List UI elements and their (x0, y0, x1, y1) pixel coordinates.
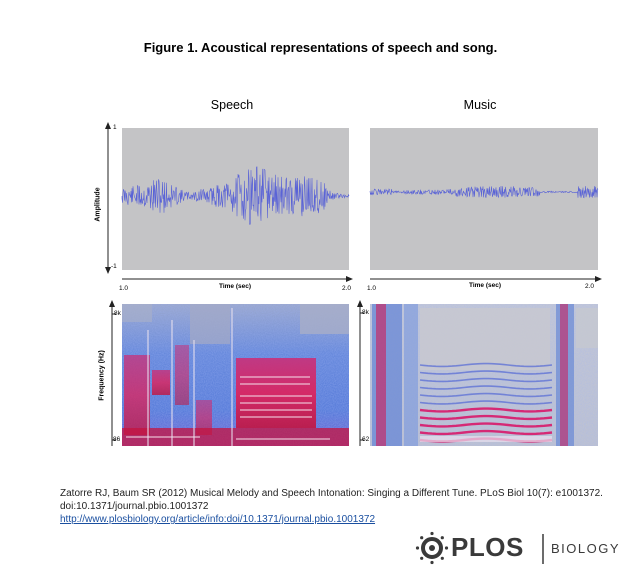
music-spectrogram (357, 300, 598, 446)
citation-doi: doi:10.1371/journal.pbio.1001372 (60, 501, 209, 512)
speech-waveform-panel (105, 122, 353, 282)
speech-panel-title: Speech (210, 98, 254, 112)
music-harmonic-stripe (419, 400, 553, 405)
music-freq-bottom-tick: 62 (362, 436, 370, 443)
music-time-start-tick: 1.0 (367, 285, 377, 292)
speech-amplitude-bottom-tick: -1 (111, 263, 117, 270)
music-freq-top-tick: 8k (362, 309, 369, 316)
speech-amplitude-axis-label: Amplitude (94, 187, 102, 222)
music-harmonic-stripe (419, 429, 553, 436)
citation-link[interactable]: http://www.plosbiology.org/article/info:… (60, 514, 376, 525)
music-harmonic-stripe (419, 362, 553, 368)
plos-logo-word: PLOS (451, 532, 524, 562)
speech-amplitude-top-tick: 1 (113, 124, 117, 131)
music-waveform-panel (369, 128, 602, 282)
music-harmonic-stripe (419, 377, 553, 383)
music-harmonic-stripe (419, 407, 553, 413)
music-panel-title: Music (463, 98, 497, 112)
speech-spectrogram (109, 300, 349, 446)
speech-time-start-tick: 1.0 (119, 285, 129, 292)
speech-waveform-trace (121, 166, 350, 226)
music-harmonic-stripe (419, 414, 553, 421)
speech-time-end-tick: 2.0 (342, 285, 352, 292)
speech-time-axis-label: Time (sec) (218, 283, 252, 290)
speech-freq-top-tick: 8k (114, 310, 121, 317)
speech-freq-bottom-tick: 86 (113, 436, 121, 443)
music-harmonic-stripe (419, 385, 553, 390)
music-harmonic-stripe (419, 422, 553, 428)
plos-logo-icon (415, 531, 449, 565)
music-harmonic-stripe (419, 392, 553, 398)
plos-logo-sub: BIOLOGY (551, 541, 621, 556)
music-waveform-trace (369, 185, 599, 199)
music-harmonic-stripe (419, 370, 553, 375)
citation-text: Zatorre RJ, Baum SR (2012) Musical Melod… (60, 488, 603, 499)
speech-frequency-axis-label: Frequency (Hz) (98, 350, 106, 401)
music-time-end-tick: 2.0 (585, 283, 595, 290)
music-fundamental-band (420, 436, 552, 442)
music-time-axis-label: Time (sec) (468, 282, 502, 289)
figure-title: Figure 1. Acoustical representations of … (143, 40, 498, 55)
